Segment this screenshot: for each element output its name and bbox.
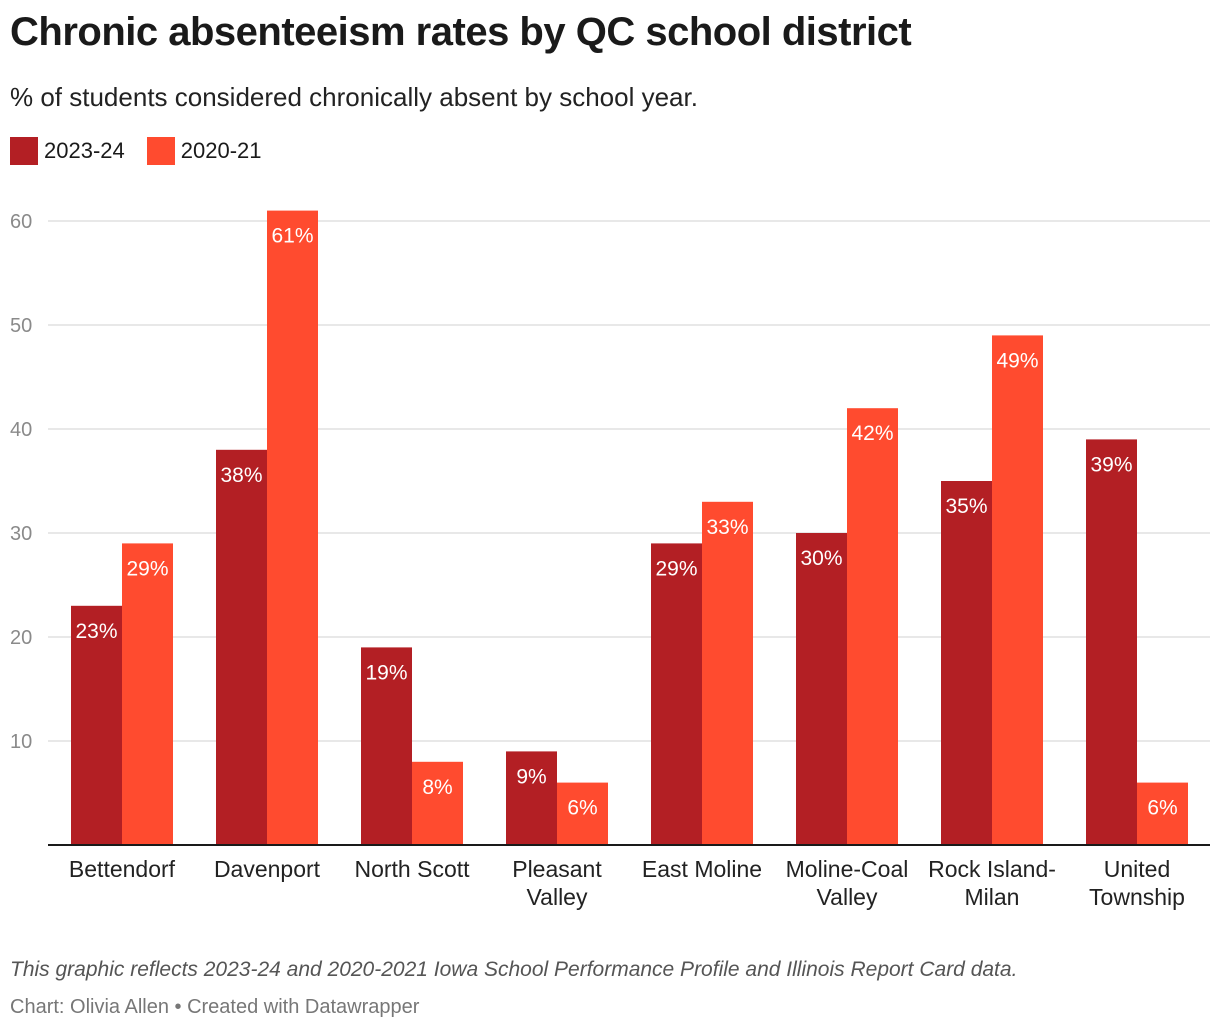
- legend-swatch-2023-24: [10, 137, 38, 165]
- bar-united-township-2020-21: [1137, 782, 1188, 845]
- y-tick-label-60: 60: [10, 211, 32, 233]
- x-tick-label-north-scott: North Scott: [354, 856, 470, 882]
- legend-label-2020-21: 2020-21: [180, 138, 262, 163]
- value-label-north-scott-2020-21: 8%: [422, 776, 452, 799]
- y-tick-label-40: 40: [10, 419, 32, 441]
- chart-title: Chronic absenteeism rates by QC school d…: [10, 10, 912, 54]
- value-label-moline-coal-valley-2023-24: 30%: [800, 547, 842, 570]
- x-tick-label-moline-coal-valley: Moline-Coal Valley: [786, 856, 909, 910]
- y-tick-label-30: 30: [10, 523, 32, 545]
- value-label-rock-island-milan-2023-24: 35%: [945, 495, 987, 518]
- legend-item-2020-21: 2020-21: [146, 137, 262, 165]
- bar-north-scott-2023-24: [361, 647, 412, 845]
- value-label-davenport-2023-24: 38%: [220, 464, 262, 487]
- x-tick-label-bettendorf: Bettendorf: [69, 856, 176, 882]
- value-label-bettendorf-2023-24: 23%: [75, 620, 117, 643]
- chart-byline: Chart: Olivia Allen • Created with Dataw…: [10, 996, 420, 1018]
- chart-notes: This graphic reflects 2023-24 and 2020-2…: [10, 958, 1018, 981]
- x-tick-label-line: Davenport: [214, 856, 321, 882]
- x-tick-label-line: Bettendorf: [69, 856, 176, 882]
- value-label-east-moline-2023-24: 29%: [655, 557, 697, 580]
- bar-east-moline-2023-24: [651, 543, 702, 845]
- bar-rock-island-milan-2020-21: [992, 335, 1043, 845]
- legend-label-2023-24: 2023-24: [44, 138, 125, 163]
- value-label-east-moline-2020-21: 33%: [706, 516, 748, 539]
- value-label-davenport-2020-21: 61%: [271, 225, 313, 248]
- value-label-pleasant-valley-2020-21: 6%: [567, 797, 597, 820]
- y-tick-label-20: 20: [10, 627, 32, 649]
- x-tick-label-line: Rock Island-: [928, 856, 1056, 882]
- y-tick-label-10: 10: [10, 731, 32, 753]
- value-label-united-township-2023-24: 39%: [1090, 453, 1132, 476]
- bar-pleasant-valley-2023-24: [506, 751, 557, 845]
- value-label-north-scott-2023-24: 19%: [365, 661, 407, 684]
- value-label-pleasant-valley-2023-24: 9%: [516, 765, 546, 788]
- bar-east-moline-2020-21: [702, 501, 753, 845]
- x-tick-label-line: Valley: [527, 884, 588, 910]
- chart-subtitle: % of students considered chronically abs…: [10, 82, 698, 112]
- x-tick-label-davenport: Davenport: [214, 856, 321, 882]
- bar-chart: 10 20 30 40 50 60 23% 29% Bettendorf 38% 61% Davenp…: [10, 210, 1210, 910]
- x-tick-label-east-moline: East Moline: [642, 856, 762, 882]
- legend: 2023-24 2020-21: [10, 137, 284, 165]
- bar-moline-coal-valley-2020-21: [847, 408, 898, 845]
- x-tick-label-line: United: [1104, 856, 1170, 882]
- x-tick-label-line: Valley: [817, 884, 878, 910]
- bar-rock-island-milan-2023-24: [941, 481, 992, 845]
- bar-davenport-2020-21: [267, 210, 318, 846]
- value-label-bettendorf-2020-21: 29%: [126, 557, 168, 580]
- bar-pleasant-valley-2020-21: [557, 782, 608, 845]
- bar-united-township-2023-24: [1086, 439, 1137, 845]
- bar-bettendorf-2020-21: [122, 543, 173, 845]
- x-tick-label-rock-island-milan: Rock Island-Milan: [928, 856, 1056, 910]
- x-tick-label-line: Moline-Coal: [786, 856, 909, 882]
- legend-item-2023-24: 2023-24: [10, 137, 125, 165]
- x-tick-label-pleasant-valley: Pleasant Valley: [512, 856, 602, 910]
- bar-bettendorf-2023-24: [71, 605, 122, 845]
- value-label-united-township-2020-21: 6%: [1147, 797, 1177, 820]
- legend-swatch-2020-21: [146, 137, 175, 165]
- x-tick-label-line: Pleasant: [512, 856, 602, 882]
- x-tick-label-line: Milan: [965, 884, 1020, 910]
- x-tick-label-line: East Moline: [642, 856, 762, 882]
- x-tick-label-line: Township: [1089, 884, 1185, 910]
- value-label-moline-coal-valley-2020-21: 42%: [851, 422, 893, 445]
- bar-davenport-2023-24: [216, 449, 267, 845]
- bar-moline-coal-valley-2023-24: [796, 533, 847, 845]
- x-tick-label-line: North Scott: [354, 856, 470, 882]
- value-label-rock-island-milan-2020-21: 49%: [996, 349, 1038, 372]
- bar-north-scott-2020-21: [412, 761, 463, 845]
- x-tick-label-united-township: United Township: [1089, 856, 1185, 910]
- y-tick-label-50: 50: [10, 315, 32, 337]
